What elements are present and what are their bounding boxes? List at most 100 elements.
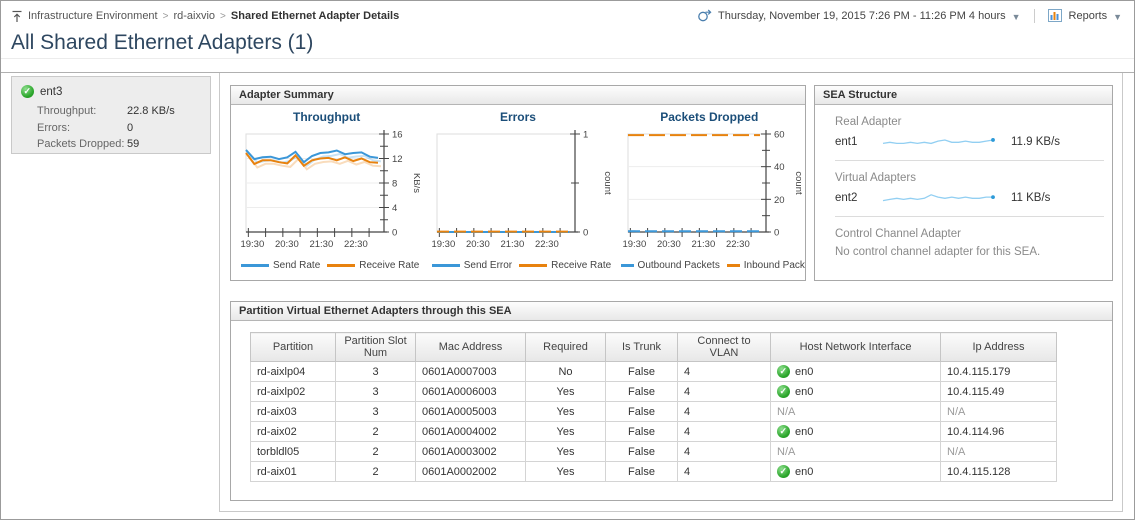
svg-text:1: 1 bbox=[583, 130, 588, 141]
table-cell: 4 bbox=[677, 401, 771, 422]
virtual-adapters-section: Virtual Adapters ent2 11 KB/s bbox=[835, 161, 1104, 217]
partition-table-head: Partition Partition Slot Num Mac Address Re… bbox=[250, 332, 1057, 362]
top-bar: Infrastructure Environment > rd-aixvio >… bbox=[1, 1, 1134, 31]
column-header[interactable]: Partition bbox=[250, 332, 336, 362]
table-cell: False bbox=[605, 361, 678, 382]
table-cell: False bbox=[605, 441, 678, 462]
column-header[interactable]: Is Trunk bbox=[605, 332, 678, 362]
table-row[interactable]: torbldl05 2 0601A0003002 Yes False 4 N/A N/A bbox=[250, 441, 1057, 462]
green-check-icon bbox=[777, 465, 790, 478]
reports-menu[interactable]: Reports ▼ bbox=[1047, 9, 1122, 23]
partition-table: Partition Partition Slot Num Mac Address Re… bbox=[250, 332, 1057, 482]
svg-text:count: count bbox=[602, 171, 611, 195]
sparkline-canvas bbox=[882, 138, 995, 145]
legend-label: Send Error bbox=[463, 260, 513, 271]
sea-structure-panel: SEA Structure Real Adapter ent1 11.9 KB/… bbox=[814, 85, 1113, 281]
column-header[interactable]: Host Network Interface bbox=[770, 332, 941, 362]
legend-swatch bbox=[519, 264, 548, 267]
svg-text:20:30: 20:30 bbox=[466, 239, 490, 250]
top-bar-right: Thursday, November 19, 2015 7:26 PM - 11… bbox=[697, 9, 1122, 23]
column-header[interactable]: Mac Address bbox=[415, 332, 526, 362]
host-interface-cell: N/A bbox=[770, 401, 941, 422]
time-range-selector[interactable]: Thursday, November 19, 2015 7:26 PM - 11… bbox=[697, 9, 1021, 23]
green-check-icon bbox=[777, 365, 790, 378]
adapter-summary-panel: Adapter Summary Throughput 0 4 8 12 16 KB/s 19… bbox=[230, 85, 806, 281]
adapter-name[interactable]: ent2 bbox=[835, 192, 858, 204]
table-row[interactable]: rd-aix0120601A0002002YesFalse4en010.4.11… bbox=[250, 461, 1057, 482]
table-cell: False bbox=[605, 401, 678, 422]
legend-swatch bbox=[241, 264, 269, 267]
metric-label: Packets Dropped: bbox=[37, 138, 125, 150]
chart-canvas: 0 20 40 60 count 19:30 20:30 21:30 22:30 bbox=[623, 130, 803, 251]
time-range-icon bbox=[698, 9, 712, 22]
svg-text:20:30: 20:30 bbox=[657, 239, 681, 250]
sea-structure-body: Real Adapter ent1 11.9 KB/s Virtual Adap… bbox=[815, 105, 1112, 268]
packets-dropped-chart: Packets Dropped 0 20 40 60 count 19:30 20:30 21… bbox=[614, 105, 805, 281]
table-cell: rd-aix03 bbox=[250, 401, 336, 422]
chevron-down-icon: ▼ bbox=[1113, 11, 1122, 22]
svg-text:0: 0 bbox=[392, 228, 397, 239]
table-row[interactable]: rd-aix03 3 0601A0005003 Yes False 4 N/A N/A bbox=[250, 401, 1057, 422]
breadcrumb-item-rd-aixvio[interactable]: rd-aixvio bbox=[173, 10, 216, 22]
section-label: Control Channel Adapter bbox=[835, 228, 961, 240]
table-cell: Yes bbox=[525, 381, 606, 402]
table-cell: 4 bbox=[677, 421, 771, 442]
table-row[interactable]: rd-aixlp0230601A0006003YesFalse4en010.4.… bbox=[250, 381, 1057, 402]
breadcrumb-item-infrastructure-environment[interactable]: Infrastructure Environment bbox=[28, 10, 158, 22]
svg-text:0: 0 bbox=[774, 228, 779, 239]
table-cell: N/A bbox=[940, 441, 1057, 462]
svg-text:0: 0 bbox=[583, 228, 588, 239]
content-divider bbox=[1, 72, 1134, 73]
svg-text:count: count bbox=[793, 171, 802, 195]
table-cell: 4 bbox=[677, 381, 771, 402]
breadcrumb-separator: > bbox=[162, 10, 169, 22]
partition-table-panel: Partition Virtual Ethernet Adapters thro… bbox=[230, 301, 1113, 501]
table-cell: False bbox=[605, 461, 678, 482]
table-row[interactable]: rd-aix0220601A0004002YesFalse4en010.4.11… bbox=[250, 421, 1057, 442]
table-cell: Yes bbox=[525, 461, 606, 482]
green-check-icon bbox=[777, 425, 790, 438]
left-rail-divider bbox=[219, 73, 220, 511]
table-cell: 2 bbox=[335, 461, 416, 482]
chart-canvas: 0 4 8 12 16 KB/s 19:30 20:30 21:30 22:30 bbox=[240, 130, 420, 251]
adapter-tile-ent3[interactable]: ent3 Throughput: 22.8 KB/s Errors: 0 Pac… bbox=[11, 76, 211, 154]
host-interface-cell: en0 bbox=[770, 361, 941, 382]
control-channel-message: No control channel adapter for this SEA. bbox=[835, 246, 1041, 258]
column-header[interactable]: Partition Slot Num bbox=[335, 332, 416, 362]
reports-icon bbox=[1047, 9, 1062, 22]
sparkline bbox=[881, 134, 999, 150]
legend-swatch bbox=[431, 264, 460, 267]
column-header[interactable]: Connect to VLAN bbox=[677, 332, 771, 362]
svg-text:21:30: 21:30 bbox=[309, 239, 333, 250]
sea-structure-title: SEA Structure bbox=[815, 86, 1112, 105]
svg-text:20: 20 bbox=[774, 195, 785, 206]
toolbar-divider bbox=[1033, 9, 1035, 23]
legend-label: Receive Rate bbox=[359, 260, 420, 271]
adapter-name[interactable]: ent1 bbox=[835, 136, 858, 148]
table-cell: 0601A0003002 bbox=[415, 441, 526, 462]
chart-canvas: 0 1 count 19:30 20:30 21:30 22:30 bbox=[431, 130, 611, 251]
chart-legend: Send Rate Receive Rate bbox=[231, 260, 422, 271]
table-row[interactable]: rd-aixlp0430601A0007003NoFalse4en010.4.1… bbox=[250, 361, 1057, 382]
chart-title: Throughput bbox=[293, 110, 361, 124]
table-cell: No bbox=[525, 361, 606, 382]
adapter-summary-title: Adapter Summary bbox=[231, 86, 805, 105]
host-interface-cell: N/A bbox=[770, 441, 941, 462]
table-cell: 10.4.114.96 bbox=[940, 421, 1057, 442]
table-cell: 3 bbox=[335, 401, 416, 422]
legend-label: Outbound Packets bbox=[637, 260, 720, 271]
green-check-icon bbox=[21, 85, 34, 98]
table-cell: Yes bbox=[525, 441, 606, 462]
page-title: All Shared Ethernet Adapters (1) bbox=[11, 31, 314, 54]
column-header[interactable]: Required bbox=[525, 332, 606, 362]
breadcrumb-separator: > bbox=[220, 10, 226, 22]
svg-text:40: 40 bbox=[774, 162, 785, 173]
breadcrumb-item-current: Shared Ethernet Adapter Details bbox=[230, 10, 400, 22]
green-check-icon bbox=[777, 385, 790, 398]
control-channel-section: Control Channel Adapter No control chann… bbox=[835, 217, 1104, 268]
metric-value: 59 bbox=[127, 138, 140, 150]
host-interface-cell: en0 bbox=[770, 461, 941, 482]
table-cell: rd-aixlp02 bbox=[250, 381, 336, 402]
column-header[interactable]: Ip Address bbox=[940, 332, 1057, 362]
